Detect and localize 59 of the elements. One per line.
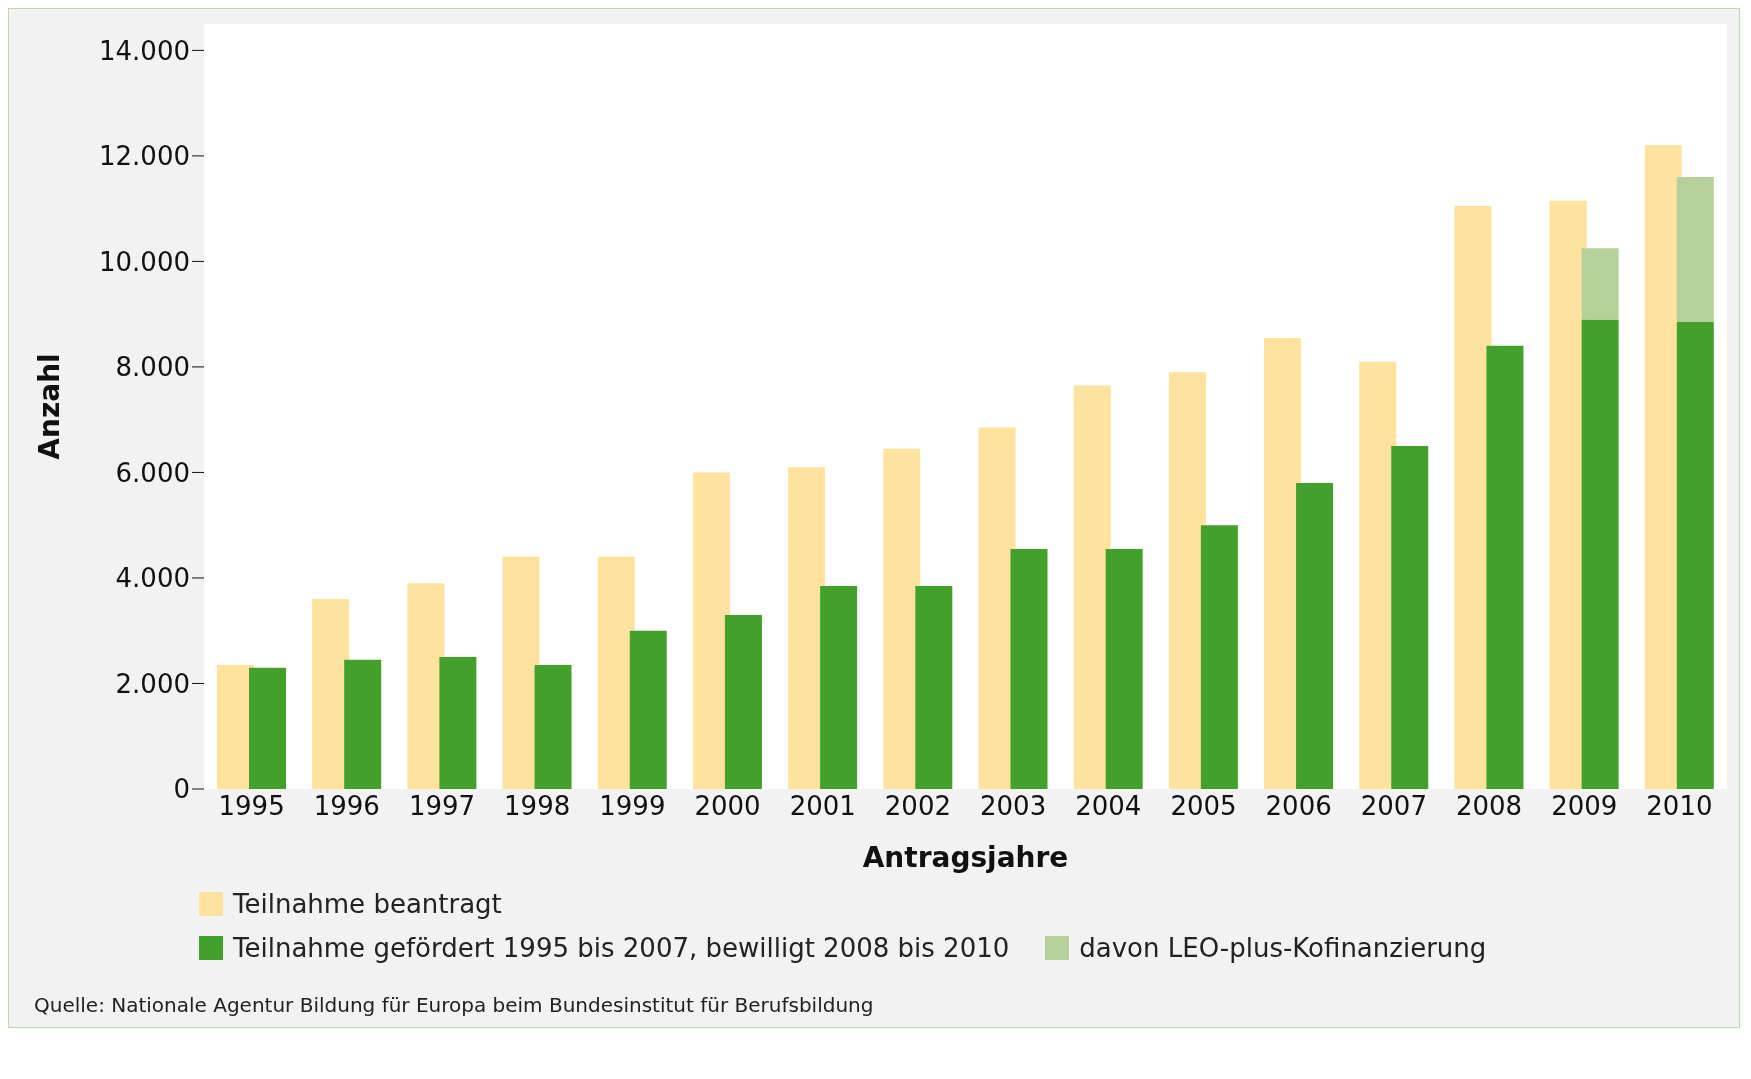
y-tick-label: 14.000 [99, 35, 190, 66]
bar [312, 599, 350, 789]
bar [534, 665, 572, 789]
bar [344, 659, 382, 789]
bar [249, 667, 286, 789]
x-axis-title: Antragsjahre [862, 841, 1069, 874]
x-tick-label: 2005 [1170, 791, 1237, 822]
bar [629, 630, 667, 789]
bar [1264, 337, 1302, 789]
x-tick-label: 1997 [408, 791, 476, 822]
x-tick-label: 1995 [218, 791, 285, 822]
x-tick-label: 2010 [1646, 791, 1713, 822]
x-tick-label: 2008 [1455, 791, 1523, 822]
bar [502, 556, 540, 789]
bar [978, 427, 1016, 789]
bar [407, 583, 445, 789]
bar [788, 467, 826, 789]
source-note: Quelle: Nationale Agentur Bildung für Europa beim Bundesinstitut für Berufsbildung [33, 992, 875, 1017]
x-tick-label: 2003 [980, 791, 1047, 822]
bar [1296, 483, 1334, 789]
bar [439, 657, 477, 789]
y-tick-label: 8.000 [115, 352, 190, 383]
bar [1391, 446, 1429, 789]
bar [1486, 345, 1524, 789]
bar [820, 585, 858, 789]
bar [1581, 248, 1619, 320]
bar [1105, 548, 1143, 789]
bar [915, 585, 953, 789]
x-tick-label: 1996 [313, 791, 380, 822]
x-tick-label: 1999 [599, 791, 666, 822]
bar [1581, 319, 1619, 789]
x-tick-label: 2001 [789, 791, 856, 822]
bar [1676, 322, 1714, 789]
x-tick-label: 2006 [1265, 791, 1332, 822]
legend-label: davon LEO-plus-Kofinanzierung [1079, 933, 1487, 963]
x-tick-label: 2007 [1360, 791, 1427, 822]
y-tick-label: 10.000 [99, 246, 190, 277]
x-tick-label: 2002 [884, 791, 951, 822]
legend-label: Teilnahme beantragt [233, 889, 502, 919]
y-tick-label: 0 [173, 774, 190, 805]
bar [1073, 385, 1111, 789]
x-tick-label: 2004 [1075, 791, 1142, 822]
bar [1200, 525, 1238, 789]
bar [1168, 372, 1206, 789]
y-tick-label: 4.000 [115, 563, 190, 594]
x-tick-label: 2009 [1551, 791, 1618, 822]
y-tick-label: 6.000 [115, 457, 190, 488]
legend-label: Teilnahme gefördert 1995 bis 2007, bewilligt 2008 bis 2010 [233, 933, 1010, 963]
bar [883, 448, 921, 789]
bar [1010, 548, 1048, 789]
bar [692, 472, 730, 789]
y-axis-title: Anzahl [32, 353, 66, 460]
y-tick-label: 2.000 [115, 668, 190, 699]
y-tick-label: 12.000 [99, 141, 190, 172]
x-tick-label: 1998 [504, 791, 571, 822]
x-tick-label: 2000 [694, 791, 761, 822]
bar [1676, 177, 1714, 323]
bar [597, 556, 635, 789]
bar [724, 614, 762, 789]
